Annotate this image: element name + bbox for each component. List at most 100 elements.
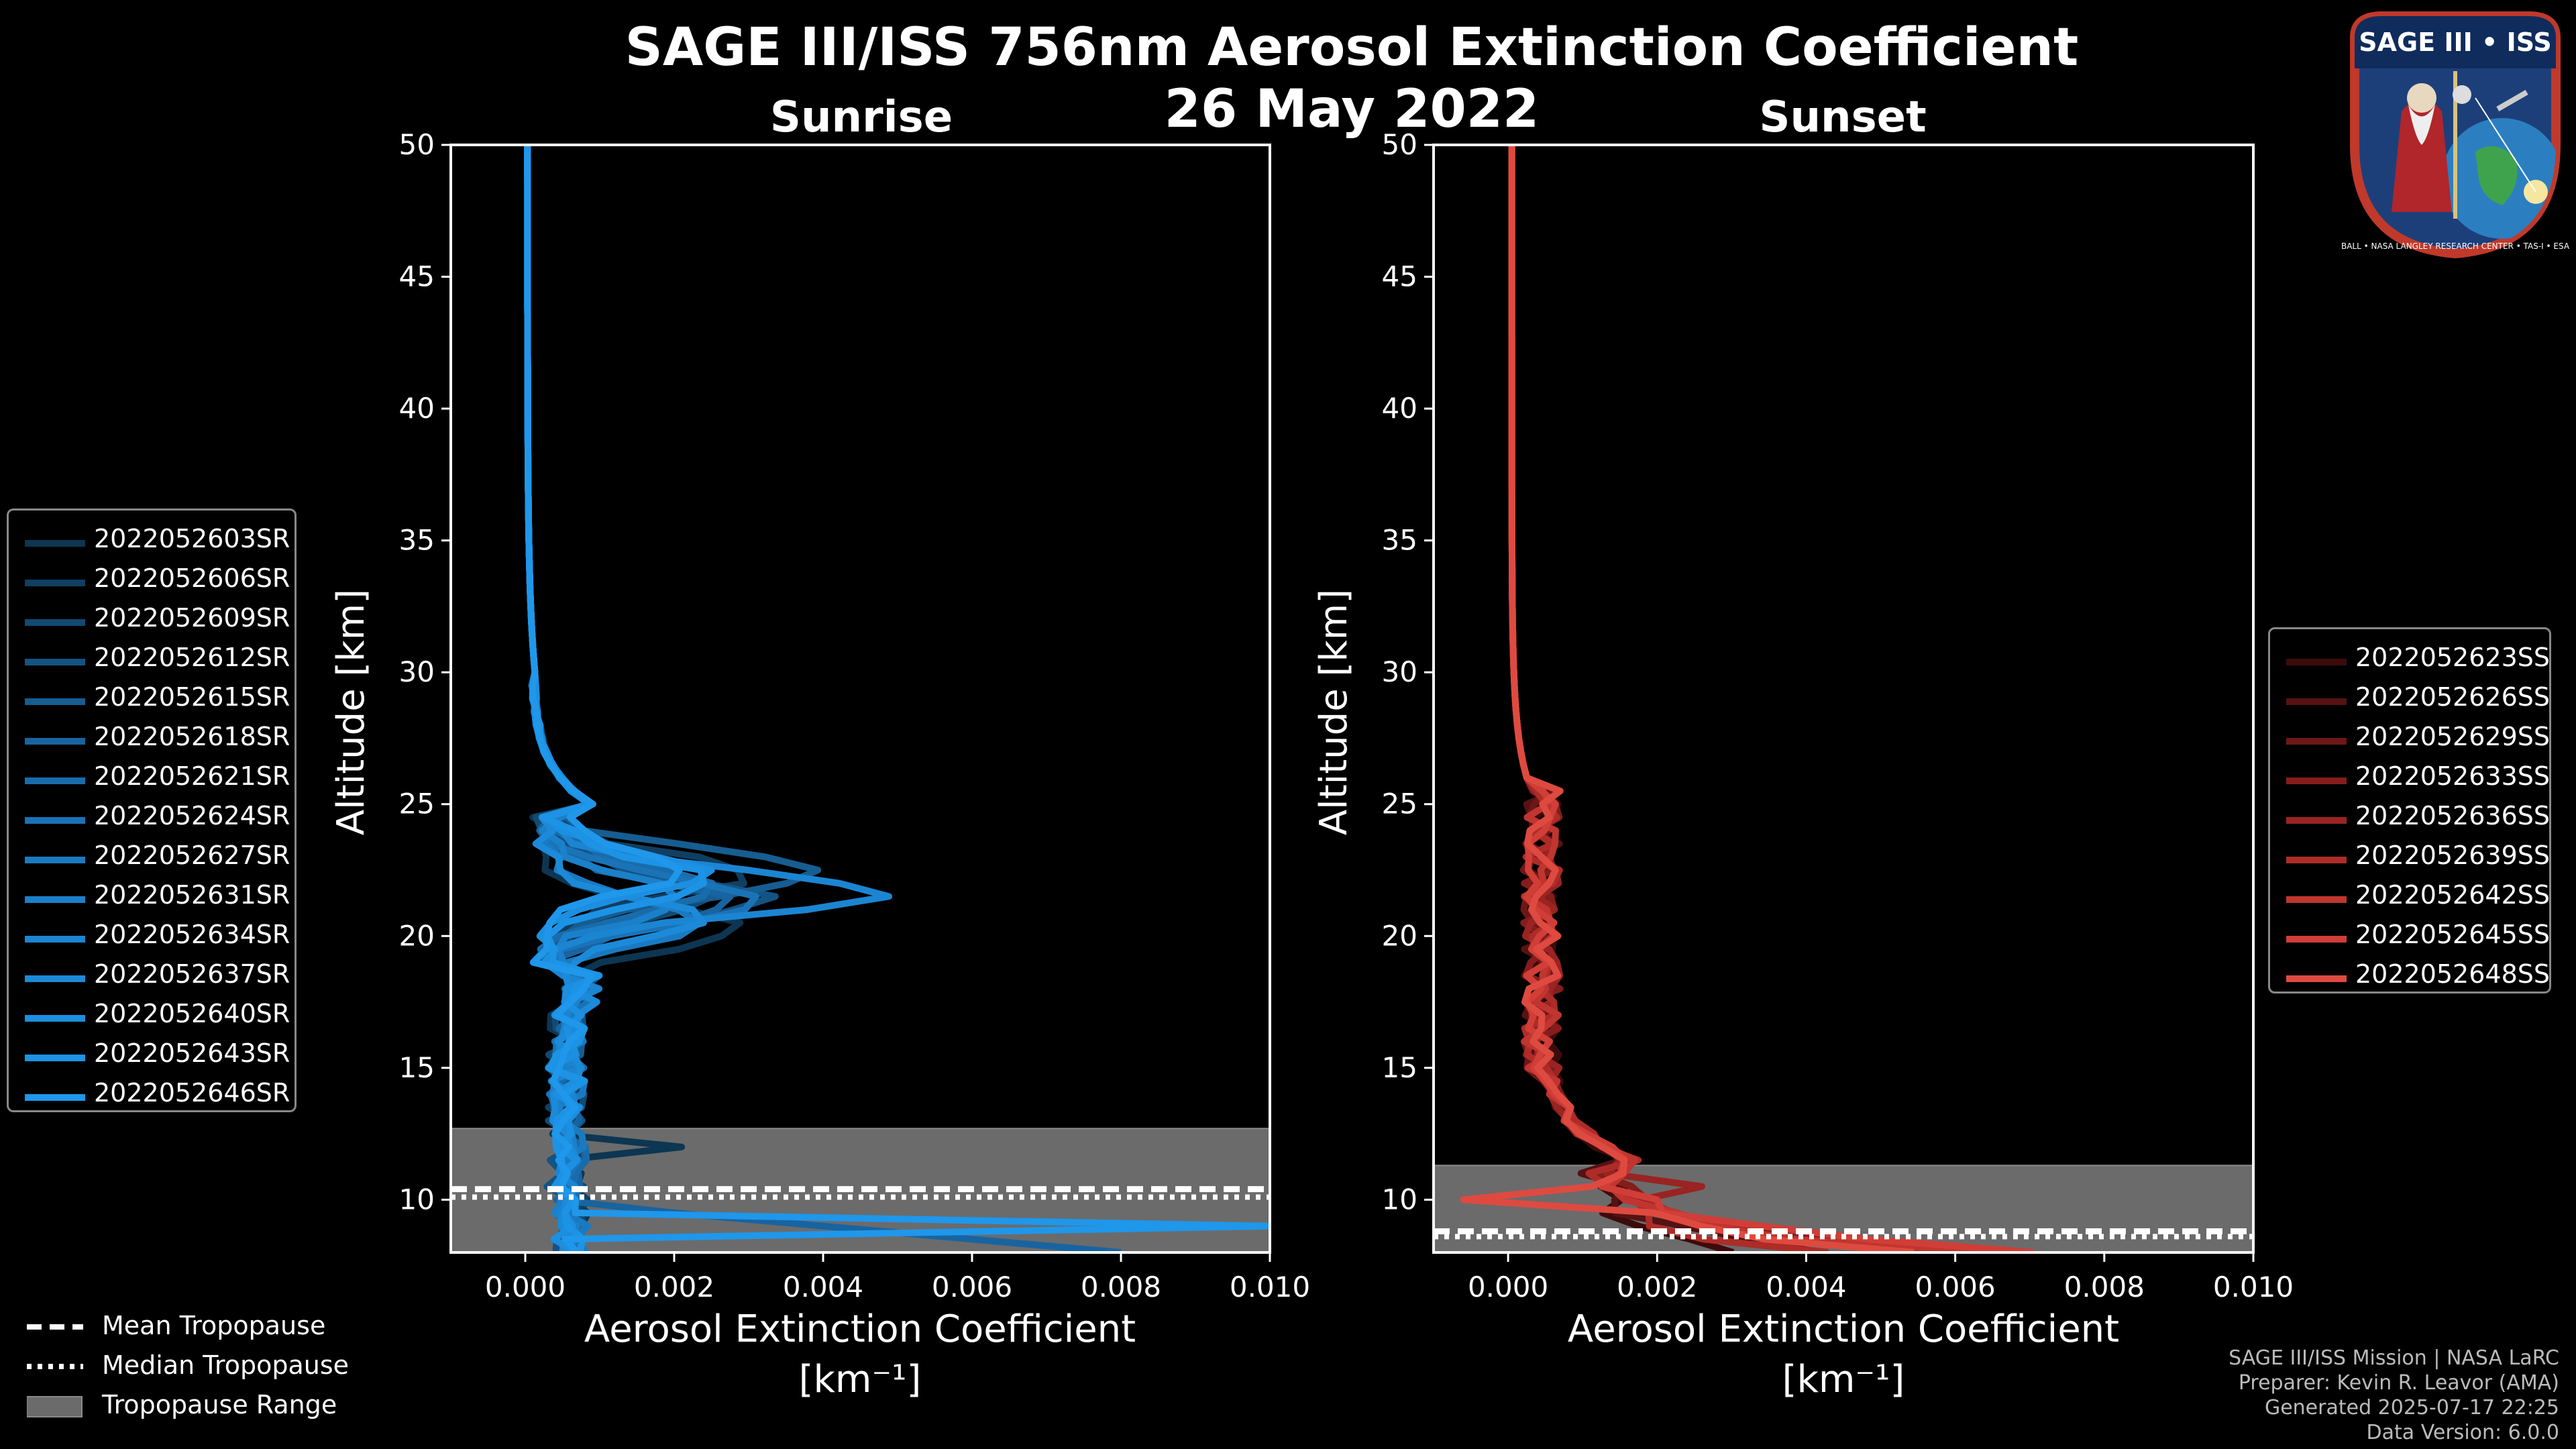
sunrise-legend-label: 2022052637SR [94, 959, 290, 989]
sunrise-legend-label: 2022052603SR [94, 524, 290, 553]
sunrise-legend-entry: 2022052643SR [9, 1036, 294, 1075]
sunrise-legend-label: 2022052627SR [94, 841, 290, 870]
sunset-legend-entry: 2022052639SS [2270, 838, 2550, 877]
sunrise-legend-entry: 2022052634SR [9, 917, 294, 957]
sunset-ytick-label: 35 [1382, 524, 1417, 557]
sunrise-series-2022052618SR [524, 145, 1122, 1252]
sunrise-ytick-label: 45 [399, 260, 435, 293]
sunrise-legend-label: 2022052634SR [94, 920, 290, 949]
footer-line-2: Preparer: Kevin R. Leavor (AMA) [2238, 1371, 2559, 1395]
sunrise-ytick-label: 30 [399, 655, 435, 688]
sunset-legend-entry: 2022052629SS [2270, 719, 2551, 759]
sunrise-xlabel: Aerosol Extinction Coefficient [584, 1307, 1136, 1351]
sunrise-legend-entry: 2022052615SR [9, 680, 294, 719]
sunset-ytick-label: 30 [1382, 655, 1417, 688]
sunrise-legend-label: 2022052612SR [94, 643, 290, 672]
sunset-legend-label: 2022052629SS [2355, 722, 2551, 751]
sunset-ytick-label: 10 [1382, 1183, 1417, 1216]
sunset-ytick-label: 50 [1382, 128, 1417, 161]
sage-logo-emblem: SAGE III • ISS BALL • NASA LANGLEY RESEA… [2341, 11, 2570, 259]
sunrise-legend-label: 2022052621SR [94, 761, 290, 791]
tropopause-range-label: Tropopause Range [102, 1390, 337, 1419]
sunrise-axes-frame [449, 144, 1271, 1254]
sunrise-legend-label: 2022052643SR [94, 1038, 290, 1068]
sunrise-legend-entry: 2022052609SR [9, 600, 294, 640]
sunset-legend-entry: 2022052636SS [2270, 798, 2551, 838]
sunset-legend-entry: 2022052648SS [2270, 957, 2550, 996]
sunrise-legend-swatch [25, 936, 85, 943]
sunrise-ytick-label: 20 [399, 919, 435, 952]
median-tropopause-label: Median Tropopause [102, 1350, 349, 1380]
sunrise-series-2022052631SR [524, 145, 678, 1252]
sunset-xtick-label: 0.002 [1617, 1271, 1697, 1303]
sunset-legend: 2022052623SS 2022052626SS 2022052629SS 2022… [2268, 627, 2551, 994]
sunset-ytick-label: 25 [1382, 788, 1417, 820]
sunset-axes-frame [1432, 144, 2255, 1254]
sunset-legend-label: 2022052623SS [2355, 643, 2551, 672]
sunset-ytick-label: 15 [1382, 1051, 1417, 1084]
logo-ring-text: BALL • NASA LANGLEY RESEARCH CENTER • TA… [2341, 241, 2569, 251]
sunset-legend-swatch [2286, 738, 2347, 745]
footer-line-1: SAGE III/ISS Mission | NASA LaRC [2229, 1346, 2559, 1370]
sunset-legend-label: 2022052633SS [2355, 761, 2551, 791]
sunrise-legend-entry: 2022052646SR [9, 1075, 294, 1115]
sunrise-series-2022052646SR [524, 145, 1270, 1252]
sunset-ytick-label: 40 [1382, 392, 1417, 425]
sunrise-legend-swatch [25, 580, 85, 586]
sunset-legend-entry: 2022052645SS [2270, 917, 2551, 957]
sunrise-legend-swatch [25, 817, 85, 824]
sunrise-subtitle: Sunrise [769, 93, 953, 142]
sunset-panel: 10 15 20 25 30 35 40 45 50 0.000 0.002 0.004 0.006 0.… [1312, 128, 2294, 1401]
sunset-series-2022052642SS [1508, 145, 1994, 1252]
sunset-series-2022052633SS [1508, 145, 2033, 1252]
sunrise-legend-label: 2022052624SR [94, 801, 290, 830]
sunrise-legend-label: 2022052618SR [94, 722, 290, 751]
sunset-legend-swatch [2286, 975, 2347, 982]
sunrise-xtick-label: 0.002 [634, 1271, 714, 1303]
sunset-xtick-label: 0.010 [2213, 1271, 2294, 1303]
sunrise-legend-entry: 2022052631SR [9, 877, 294, 917]
sunrise-legend-swatch [25, 698, 85, 705]
sunrise-xtick-label: 0.008 [1081, 1271, 1161, 1303]
sunrise-legend-label: 2022052640SR [94, 999, 290, 1028]
sage-logo: SAGE III • ISS BALL • NASA LANGLEY RESEA… [2341, 11, 2570, 259]
sunrise-legend: 2022052603SR 2022052606SR 2022052609SR 2022… [7, 508, 297, 1112]
sunset-legend-swatch [2286, 896, 2347, 903]
median-tropopause-swatch [27, 1364, 83, 1369]
sunrise-legend-label: 2022052606SR [94, 564, 290, 593]
sunset-legend-label: 2022052645SS [2355, 920, 2551, 949]
sunset-legend-swatch [2286, 817, 2347, 824]
sunrise-legend-entry: 2022052603SR [9, 521, 294, 561]
tropopause-legend: Mean Tropopause Median Tropopause Tropop… [0, 1308, 376, 1429]
sunrise-legend-entry: 2022052621SR [9, 759, 294, 798]
sunset-ylabel: Altitude [km] [1312, 589, 1356, 835]
mean-tropopause-swatch [27, 1324, 83, 1330]
sunrise-ytick-label: 40 [399, 392, 435, 425]
sunrise-legend-swatch [25, 896, 85, 903]
sunset-series-2022052629SS [1508, 145, 1988, 1252]
sunset-legend-entry: 2022052626SS [2270, 680, 2551, 719]
sunrise-legend-swatch [25, 1055, 85, 1061]
sunrise-legend-entry: 2022052640SR [9, 996, 294, 1036]
sunrise-ylabel: Altitude [km] [329, 589, 373, 835]
sunset-legend-entry: 2022052633SS [2270, 759, 2551, 798]
sunset-ytick-label: 20 [1382, 919, 1417, 952]
sunset-legend-label: 2022052636SS [2355, 801, 2551, 830]
sunset-xtick-label: 0.000 [1468, 1271, 1548, 1303]
sunrise-legend-swatch [25, 659, 85, 665]
sunrise-xtick-label: 0.006 [932, 1271, 1012, 1303]
sunrise-legend-entry: 2022052612SR [9, 640, 294, 680]
sunset-legend-label: 2022052626SS [2355, 682, 2551, 712]
sunrise-legend-swatch [25, 975, 85, 982]
sunrise-legend-swatch [25, 1094, 85, 1101]
mean-tropopause-label: Mean Tropopause [102, 1311, 326, 1340]
sunrise-xunit: [km⁻¹] [799, 1358, 922, 1401]
sunset-series-2022052645SS [1508, 145, 2035, 1252]
sunrise-legend-label: 2022052609SR [94, 603, 290, 633]
sunrise-xtick-label: 0.010 [1230, 1271, 1310, 1303]
sunset-series-2022052636SS [1508, 145, 1961, 1252]
sunset-legend-swatch [2286, 698, 2347, 705]
sunset-xtick-label: 0.004 [1766, 1271, 1846, 1303]
sunset-series-2022052648SS [1460, 145, 1915, 1252]
